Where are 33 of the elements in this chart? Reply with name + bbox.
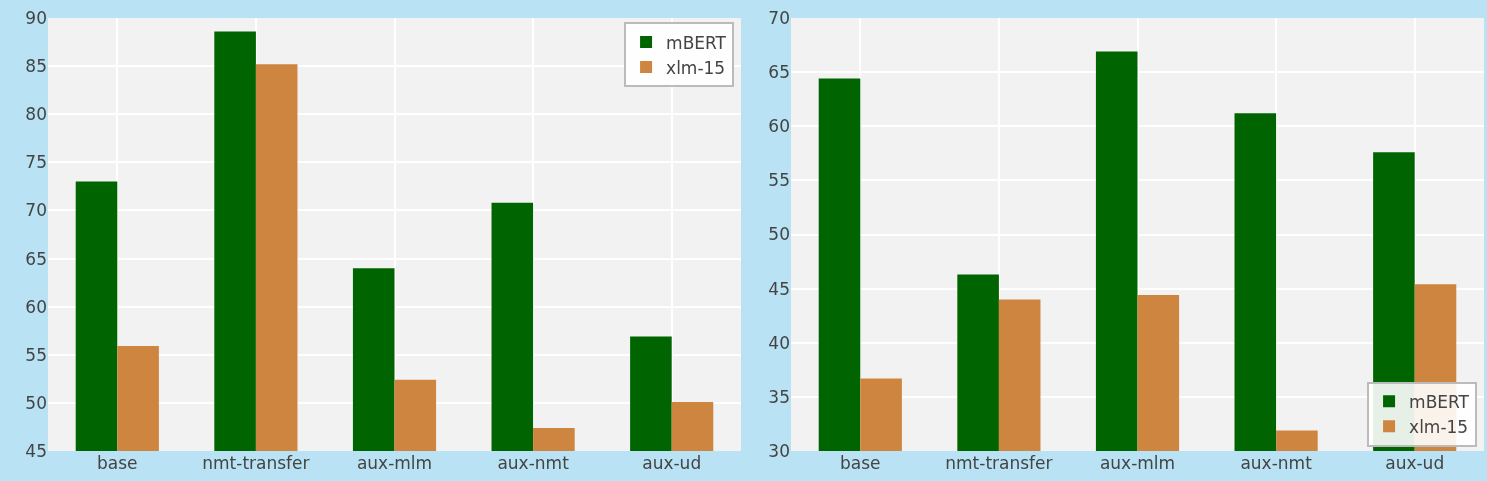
x-tick-label: aux-nmt [497, 453, 570, 473]
y-tick-label: 45 [25, 440, 47, 461]
y-tick-label: 50 [25, 392, 47, 413]
y-tick-label: 85 [25, 56, 47, 77]
y-tick-label: 60 [25, 296, 47, 317]
x-tick-label: base [97, 453, 138, 473]
x-tick-label: aux-mlm [356, 453, 433, 473]
y-tick-label: 55 [768, 170, 790, 191]
y-tick-label: 70 [768, 7, 790, 28]
x-tick-label: aux-ud [642, 453, 702, 473]
y-tick-label: 70 [25, 200, 47, 221]
legend-label: xlm-15 [1409, 416, 1469, 437]
y-tick-label: 60 [768, 116, 790, 137]
y-tick-label: 75 [25, 152, 47, 173]
x-tick-label: aux-mlm [1099, 453, 1176, 473]
y-tick-label: 45 [768, 278, 790, 299]
y-tick-label: 65 [25, 248, 47, 269]
y-tick-label: 55 [25, 344, 47, 365]
y-tick-label: 40 [768, 332, 790, 353]
x-tick-label: base [840, 453, 881, 473]
legend-label: mBERT [666, 32, 727, 53]
y-tick-label: 35 [768, 386, 790, 407]
x-tick-label: aux-ud [1385, 453, 1445, 473]
x-tick-label: aux-nmt [1240, 453, 1313, 473]
x-tick-label: nmt-transfer [945, 453, 1053, 473]
y-tick-label: 90 [25, 7, 47, 28]
y-tick-label: 50 [768, 224, 790, 245]
legend-label: mBERT [1409, 391, 1470, 412]
legend-label: xlm-15 [666, 57, 726, 78]
y-tick-label: 30 [768, 440, 790, 461]
y-tick-label: 65 [768, 62, 790, 83]
y-tick-label: 80 [25, 104, 47, 125]
x-tick-label: nmt-transfer [202, 453, 310, 473]
